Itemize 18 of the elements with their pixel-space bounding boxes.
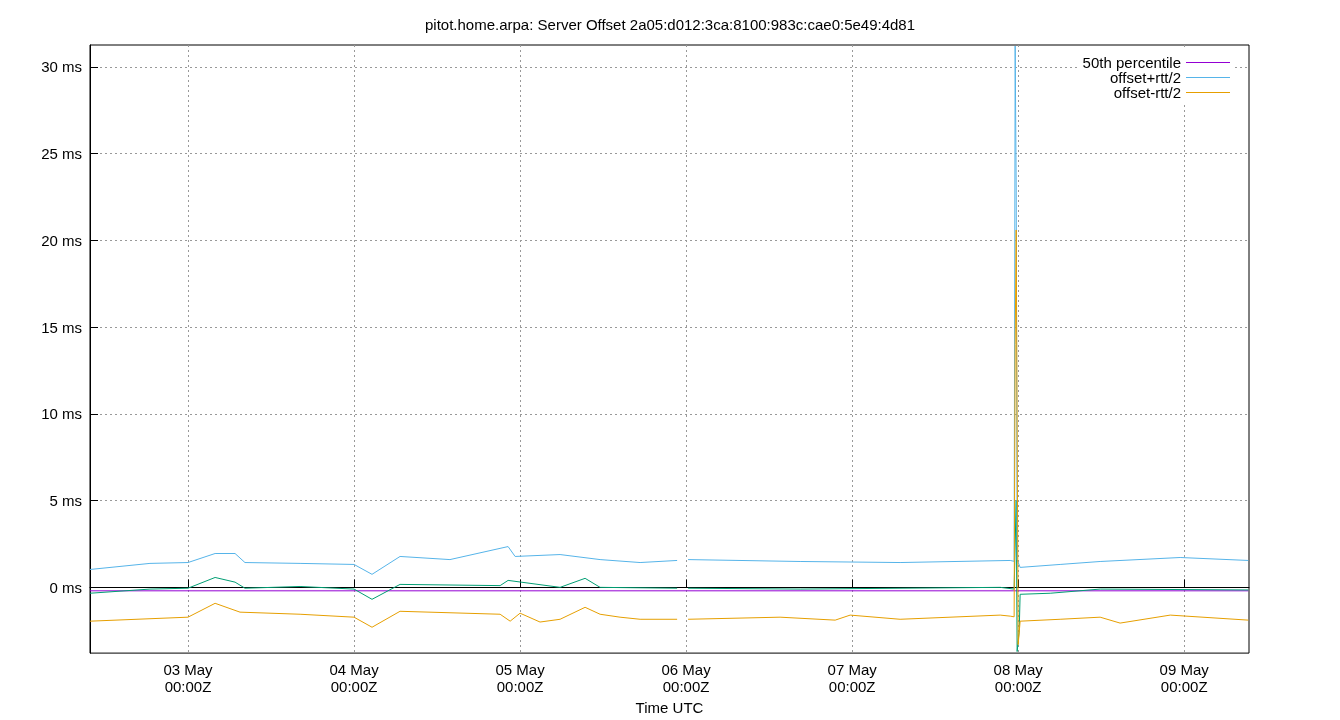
legend-label: 50th percentile: [1082, 54, 1181, 71]
y-tick-label: 0 ms: [49, 578, 82, 596]
y-tick-label: 10 ms: [41, 405, 82, 423]
y-tick-label: 15 ms: [41, 318, 82, 336]
x-tick-label: 08 May 00:00Z: [993, 661, 1044, 696]
y-tick-label: 25 ms: [41, 145, 82, 163]
x-tick-label: 03 May 00:00Z: [163, 661, 214, 696]
y-tick-label: 20 ms: [41, 231, 82, 249]
chart-title: pitot.home.arpa: Server Offset 2a05:d012:3ca:8100:983c:cae0:5e49:4d81: [424, 16, 916, 33]
x-tick-label: 09 May 00:00Z: [1159, 661, 1210, 696]
x-tick-label: 06 May 00:00Z: [661, 661, 712, 696]
y-tick-label: 5 ms: [49, 492, 82, 510]
legend-label: offset-rtt/2: [1113, 84, 1181, 101]
x-tick-label: 05 May 00:00Z: [495, 661, 546, 696]
x-tick-label: 07 May 00:00Z: [827, 661, 878, 696]
x-axis-title: Time UTC: [635, 699, 704, 716]
x-tick-label: 04 May 00:00Z: [329, 661, 380, 696]
y-tick-label: 30 ms: [41, 58, 82, 76]
